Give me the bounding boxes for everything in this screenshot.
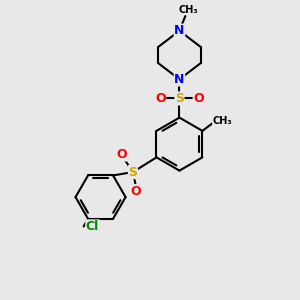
Text: S: S xyxy=(128,166,137,178)
Text: S: S xyxy=(175,92,184,105)
Text: O: O xyxy=(155,92,166,105)
Text: N: N xyxy=(174,73,184,86)
Text: O: O xyxy=(116,148,127,161)
Text: CH₃: CH₃ xyxy=(213,116,232,126)
Text: CH₃: CH₃ xyxy=(178,4,198,14)
Text: Cl: Cl xyxy=(86,220,99,233)
Text: O: O xyxy=(193,92,204,105)
Text: O: O xyxy=(130,185,141,198)
Text: N: N xyxy=(174,24,184,37)
